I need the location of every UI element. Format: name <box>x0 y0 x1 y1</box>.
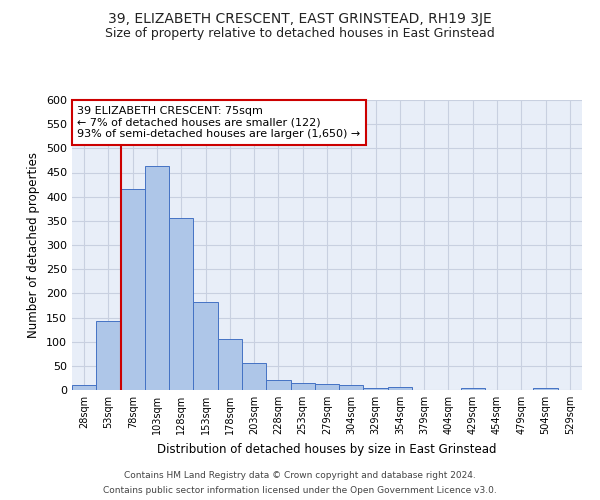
Bar <box>290 383 315 390</box>
Bar <box>145 166 169 390</box>
Text: Contains public sector information licensed under the Open Government Licence v3: Contains public sector information licen… <box>103 486 497 495</box>
Text: 39, ELIZABETH CRESCENT, EAST GRINSTEAD, RH19 3JE: 39, ELIZABETH CRESCENT, EAST GRINSTEAD, … <box>108 12 492 26</box>
Bar <box>72 385 96 390</box>
Bar <box>266 380 290 390</box>
Bar <box>169 218 193 390</box>
Bar <box>121 190 145 390</box>
Bar <box>242 364 266 390</box>
Text: 39 ELIZABETH CRESCENT: 75sqm
← 7% of detached houses are smaller (122)
93% of se: 39 ELIZABETH CRESCENT: 75sqm ← 7% of det… <box>77 106 361 139</box>
Bar <box>218 339 242 390</box>
Bar <box>339 385 364 390</box>
Bar <box>96 321 121 390</box>
Bar <box>193 302 218 390</box>
Bar <box>315 384 339 390</box>
Text: Contains HM Land Registry data © Crown copyright and database right 2024.: Contains HM Land Registry data © Crown c… <box>124 471 476 480</box>
Bar <box>533 388 558 390</box>
Bar <box>461 388 485 390</box>
Text: Size of property relative to detached houses in East Grinstead: Size of property relative to detached ho… <box>105 28 495 40</box>
Bar <box>388 386 412 390</box>
Y-axis label: Number of detached properties: Number of detached properties <box>28 152 40 338</box>
Bar <box>364 388 388 390</box>
X-axis label: Distribution of detached houses by size in East Grinstead: Distribution of detached houses by size … <box>157 442 497 456</box>
